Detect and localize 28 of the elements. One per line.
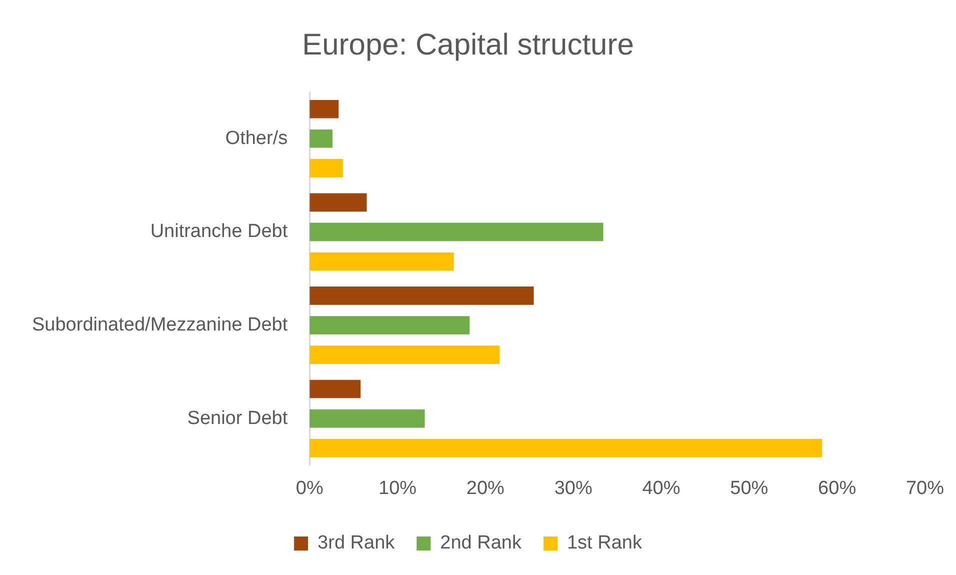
x-tick-label: 50% (730, 478, 768, 499)
legend-label: 2nd Rank (440, 532, 522, 554)
bar (310, 409, 425, 428)
bar (310, 346, 500, 364)
y-tick-label: Other/s (225, 128, 288, 149)
x-tick-label: 60% (818, 478, 856, 499)
bar (310, 193, 367, 212)
x-tick-label: 40% (642, 478, 680, 499)
y-tick-label: Senior Debt (187, 408, 288, 429)
x-tick-label: 0% (296, 478, 324, 499)
legend-label: 1st Rank (566, 532, 642, 554)
bar (310, 159, 344, 178)
x-tick-label: 20% (466, 478, 505, 499)
y-tick-label: Unitranche Debt (150, 221, 288, 242)
x-tick-label: 10% (378, 478, 417, 499)
x-tick-label: 30% (554, 478, 592, 499)
bar (310, 100, 339, 118)
bar (310, 438, 822, 458)
legend-label: 3rd Rank (318, 532, 396, 554)
bar (310, 222, 604, 242)
x-tick-label: 70% (906, 478, 944, 499)
y-tick-label: Subordinated/Mezzanine Debt (32, 314, 288, 336)
bar (310, 380, 361, 398)
bar (310, 129, 332, 148)
chart-title: Europe: Capital structure (302, 28, 634, 62)
bar (310, 286, 534, 305)
bar (310, 316, 470, 334)
bar (310, 252, 454, 271)
